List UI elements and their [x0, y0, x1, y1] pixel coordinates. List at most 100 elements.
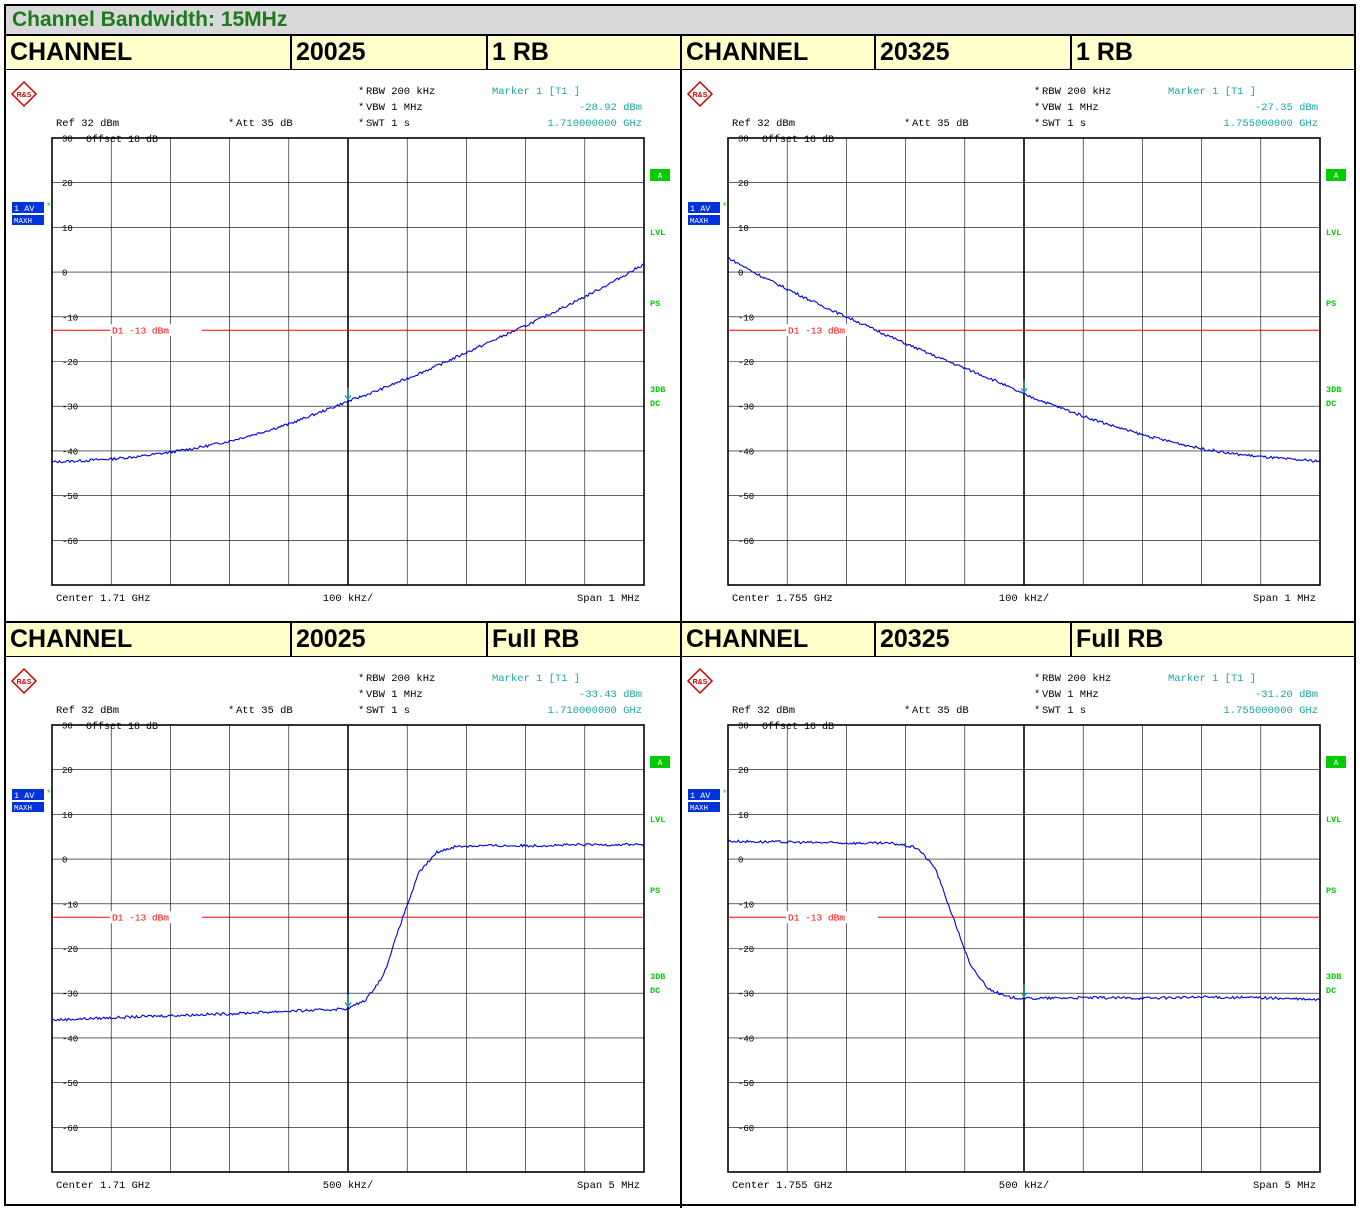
rbw-star: *: [358, 673, 364, 685]
y-tick-label: 20: [62, 766, 73, 776]
status-lvl: LVL: [1326, 815, 1341, 825]
limit-label: D1 -13 dBm: [112, 326, 169, 337]
swt-setting: SWT 1 s: [1042, 705, 1086, 717]
rbw-star: *: [1034, 86, 1040, 98]
division-scale: 100 kHz/: [323, 593, 373, 605]
y-tick-label: -60: [62, 1124, 78, 1134]
panel-header-3: CHANNEL 20025 Full RB: [6, 623, 680, 657]
y-tick-label: -10: [738, 900, 754, 910]
division-scale: 500 kHz/: [323, 1180, 373, 1192]
status-dc: DC: [650, 399, 660, 409]
spectrum-panel-2: R&S * RBW 200 kHz * VBW 1 MHz * SWT 1 s Ref 32 …: [682, 70, 1354, 620]
plot-border: [51, 724, 645, 1173]
swt-star: *: [358, 705, 364, 717]
trace-badge-bg: [688, 202, 720, 213]
offset-label: Offset 18 dB: [762, 721, 834, 733]
y-tick-label: -30: [738, 403, 754, 413]
panel-header-1: CHANNEL 20025 1 RB: [6, 36, 680, 70]
trace-badge-star: *: [46, 202, 51, 212]
header-channel: 20025: [292, 36, 488, 69]
rbw-star: *: [358, 86, 364, 98]
y-tick-label: 10: [62, 811, 73, 821]
y-tick-label: -50: [62, 1079, 78, 1089]
header-label: CHANNEL: [6, 623, 292, 656]
offset-label: Offset 18 dB: [86, 721, 158, 733]
marker-frequency: 1.710000000 GHz: [547, 705, 642, 717]
status-dc: DC: [650, 986, 660, 996]
swt-setting: SWT 1 s: [1042, 118, 1086, 130]
trace-badge-bg: [12, 202, 44, 213]
marker-1: [1020, 984, 1028, 998]
y-tick-label: -40: [738, 1034, 754, 1044]
status-dc: DC: [1326, 986, 1336, 996]
plot-border: [51, 137, 645, 586]
rs-logo: R&S: [10, 667, 38, 695]
spectrum-panel-4: R&S * RBW 200 kHz * VBW 1 MHz * SWT 1 s Ref 32 …: [682, 657, 1354, 1207]
att-star: *: [904, 705, 910, 717]
span-setting: Span 5 MHz: [577, 1180, 640, 1192]
marker-1: [344, 387, 352, 401]
y-tick-label: -40: [62, 1034, 78, 1044]
y-tick-label: 10: [738, 224, 749, 234]
status-ps: PS: [650, 886, 660, 896]
marker-level: -27.35 dBm: [1255, 102, 1318, 114]
marker-level: -31.20 dBm: [1255, 689, 1318, 701]
status-ps: PS: [1326, 886, 1336, 896]
marker-title: Marker 1 [T1 ]: [492, 86, 580, 98]
y-tick-label: 0: [62, 269, 67, 279]
trace-badge-star: *: [722, 789, 727, 799]
y-tick-label: -40: [62, 447, 78, 457]
y-tick-label: 10: [738, 811, 749, 821]
trace-line: [51, 263, 645, 464]
span-setting: Span 5 MHz: [1253, 1180, 1316, 1192]
limit-label: D1 -13 dBm: [788, 913, 845, 924]
grid: [728, 724, 1320, 1172]
vbw-setting: VBW 1 MHz: [366, 689, 423, 701]
marker-1: [1020, 380, 1028, 394]
trace-badge-bg-2: [688, 215, 720, 225]
ref-level: Ref 32 dBm: [56, 118, 119, 130]
rs-logo-diamond: [686, 667, 714, 695]
panel-header-2: CHANNEL 20325 1 RB: [682, 36, 1354, 70]
center-frequency: Center 1.71 GHz: [56, 1180, 151, 1192]
center-frequency: Center 1.755 GHz: [732, 593, 833, 605]
marker-level: -33.43 dBm: [579, 689, 642, 701]
trace-badge-bg-2: [12, 802, 44, 812]
rs-logo-diamond: [10, 80, 38, 108]
vbw-setting: VBW 1 MHz: [366, 102, 423, 114]
y-tick-label: 30: [738, 135, 749, 145]
limit-label-bg: [110, 324, 202, 337]
swt-star: *: [1034, 118, 1040, 130]
y-tick-label: -20: [738, 358, 754, 368]
trace-badge-bg-2: [12, 215, 44, 225]
rs-logo: R&S: [10, 80, 38, 108]
y-tick-label: -10: [738, 313, 754, 323]
marker-frequency: 1.710000000 GHz: [547, 118, 642, 130]
trace-badge-star: *: [46, 789, 51, 799]
trace-badge-bg: [688, 789, 720, 800]
y-tick-label: -60: [738, 537, 754, 547]
y-tick-label: 20: [62, 179, 73, 189]
attenuation: Att 35 dB: [912, 705, 969, 717]
header-rb: 1 RB: [1076, 38, 1133, 66]
trace-badge-line1: 1 AV: [690, 791, 711, 801]
header-rb: 1 RB: [492, 38, 549, 66]
plot-border: [727, 137, 1321, 586]
status-lvl: LVL: [650, 228, 665, 238]
marker-level: -28.92 dBm: [579, 102, 642, 114]
y-tick-label: 30: [738, 722, 749, 732]
marker-frequency: 1.755000000 GHz: [1223, 705, 1318, 717]
y-tick-label: -50: [62, 492, 78, 502]
trace-badge-star: *: [722, 202, 727, 212]
panel-header-4: CHANNEL 20325 Full RB: [682, 623, 1354, 657]
y-tick-label: -30: [738, 990, 754, 1000]
status-3db: 3DB: [1326, 972, 1341, 982]
vbw-setting: VBW 1 MHz: [1042, 102, 1099, 114]
status-a: A: [658, 759, 663, 768]
limit-label-bg: [786, 911, 878, 924]
header-label: CHANNEL: [682, 36, 876, 69]
y-tick-label: 20: [738, 179, 749, 189]
trace-line: [727, 257, 1321, 463]
vbw-star: *: [358, 102, 364, 114]
